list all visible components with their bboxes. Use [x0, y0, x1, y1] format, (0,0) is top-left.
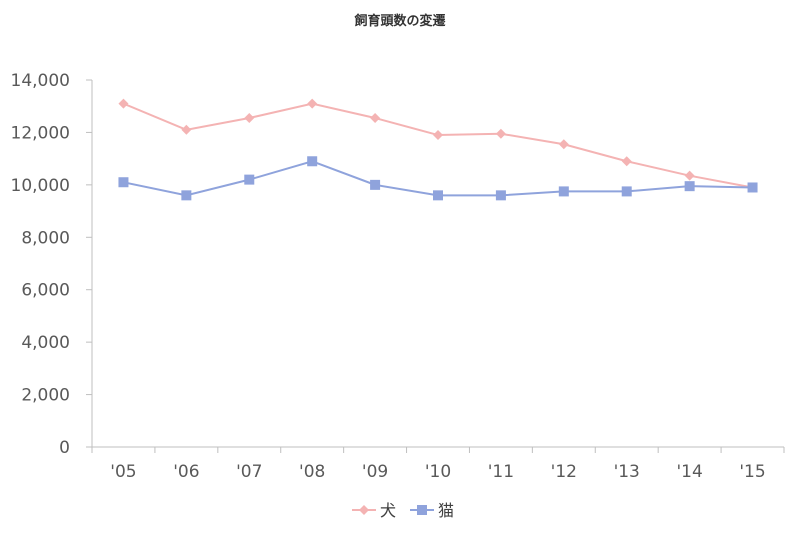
series-group: [118, 98, 758, 201]
legend-marker-square: [417, 505, 427, 515]
series-line: [123, 102, 753, 189]
data-point-diamond: [244, 113, 255, 124]
data-point-square: [307, 156, 318, 167]
x-tick-labels: '05 '06 '07 '08 '09 '10 '11 '12 '13 '14 '15: [110, 462, 765, 482]
data-point-square: [747, 182, 758, 193]
x-tick-label: '08: [299, 462, 325, 482]
legend-label: 猫: [438, 501, 454, 520]
y-tick-label: 2,000: [21, 386, 70, 406]
x-tick-label: '13: [614, 462, 640, 482]
x-tick-label: '14: [676, 462, 702, 482]
data-point-diamond: [433, 130, 443, 141]
y-tick-label: 10,000: [11, 176, 70, 196]
series-1: [118, 98, 758, 193]
data-point-square: [244, 174, 255, 185]
axes: [86, 79, 785, 453]
data-point-square: [495, 190, 506, 201]
chart-title: 飼育頭数の変遷: [353, 13, 445, 29]
series-2: [118, 156, 758, 201]
x-tick-label: '09: [362, 462, 388, 482]
data-point-square: [118, 177, 129, 188]
legend-marker-diamond: [359, 505, 369, 515]
data-point-diamond: [181, 124, 192, 135]
x-tick-label: '07: [236, 462, 262, 482]
data-point-square: [621, 186, 632, 197]
x-tick-label: '10: [425, 462, 451, 482]
data-point-square: [433, 190, 443, 201]
data-point-square: [684, 181, 695, 192]
y-tick-label: 6,000: [21, 281, 70, 301]
x-tick-label: '12: [551, 462, 577, 482]
y-tick-label: 12,000: [11, 123, 70, 143]
legend-label: 犬: [380, 501, 396, 520]
data-point-diamond: [118, 98, 129, 109]
y-tick-label: 4,000: [21, 333, 70, 353]
data-point-square: [558, 186, 569, 197]
x-tick-label: '11: [488, 462, 514, 482]
x-tick-label: '15: [739, 462, 765, 482]
data-point-square: [181, 190, 192, 201]
y-tick-label: 8,000: [21, 228, 70, 248]
x-tick-label: '05: [110, 462, 136, 482]
data-point-diamond: [307, 98, 318, 109]
data-point-diamond: [684, 170, 695, 181]
y-tick-label: 14,000: [11, 71, 70, 91]
y-tick-label: 0: [59, 438, 70, 458]
data-point-square: [370, 179, 381, 190]
y-tick-labels: 0 2,000 4,000 6,000 8,000 10,000 12,000 14,000: [11, 71, 70, 458]
series-line: [123, 160, 753, 197]
data-point-diamond: [558, 139, 569, 150]
data-point-diamond: [495, 128, 506, 139]
data-point-diamond: [621, 156, 632, 167]
x-tick-label: '06: [173, 462, 199, 482]
data-point-diamond: [370, 113, 381, 124]
legend: 犬猫: [352, 501, 454, 520]
